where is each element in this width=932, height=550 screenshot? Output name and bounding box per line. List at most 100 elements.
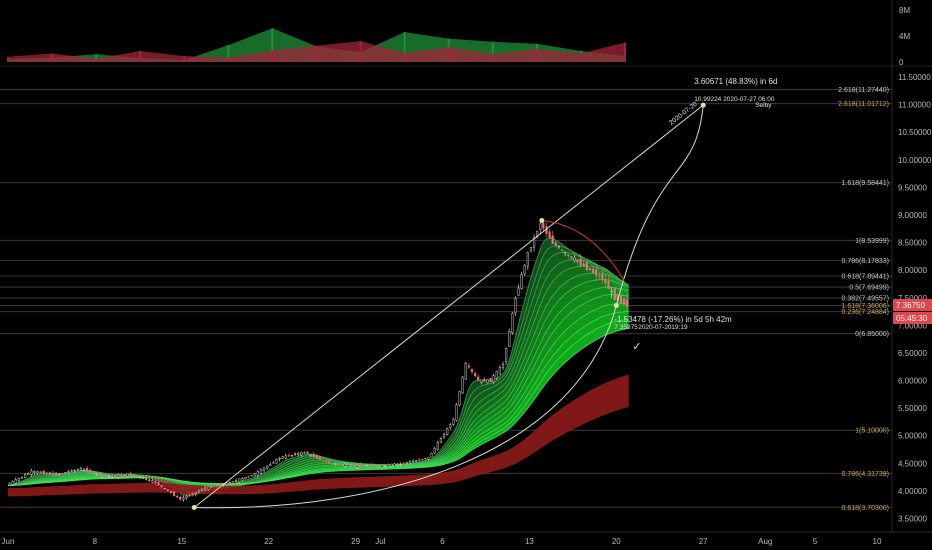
pullback-date-label: 2020-07-20 (638, 324, 672, 331)
candle-body (247, 476, 250, 478)
time-tick-label: 10 (873, 537, 882, 546)
candle-body (585, 262, 588, 270)
candle-body (610, 290, 613, 293)
candle-body (477, 376, 480, 381)
candle-body (442, 434, 446, 438)
pullback-value-label: 7.35975 (614, 324, 638, 331)
volume-bar (183, 56, 186, 62)
volume-bar (535, 49, 538, 62)
point-now (613, 302, 619, 308)
fibonacci-levels (0, 88, 892, 508)
candle-body (411, 460, 415, 463)
candle-body (70, 469, 73, 472)
candle-body (235, 480, 238, 483)
candle-body (293, 453, 297, 456)
candle-body (532, 237, 536, 248)
candle-body (210, 485, 213, 488)
candle-body (20, 476, 24, 479)
candle-body (253, 473, 256, 477)
fib-label: 1.618(9.58441) (842, 180, 889, 187)
candle-body (498, 366, 502, 375)
candle-body (598, 275, 601, 277)
candle-body (110, 476, 114, 478)
candle-body (61, 472, 64, 475)
candle-body (172, 491, 176, 496)
candle-body (113, 474, 117, 477)
curve-date-label: 2020-07-20 (668, 100, 699, 126)
candle-body (123, 474, 126, 476)
candle-body (79, 468, 83, 471)
candle-body (67, 471, 70, 473)
author-label: Selby (755, 102, 772, 109)
candle-body (408, 461, 412, 464)
candle-body (315, 455, 318, 459)
drawings (191, 102, 706, 510)
fib-label: 0.382(7.49557) (842, 295, 889, 302)
candle-body (207, 486, 210, 490)
candle-body (259, 469, 263, 475)
candle-body (23, 474, 27, 478)
candle-body (275, 458, 278, 464)
volume-bar (447, 47, 450, 62)
ribbon-line (7, 311, 629, 486)
candle-body (340, 463, 343, 466)
candle-body (321, 459, 325, 462)
point-high (539, 217, 545, 223)
candle-body (185, 496, 188, 499)
volume-bar (51, 53, 54, 62)
candle-body (145, 477, 148, 480)
candle-body (588, 268, 592, 271)
volume-bar (403, 32, 406, 62)
price-tick-label: 10.50000 (898, 128, 932, 137)
candle-body (148, 479, 151, 482)
time-tick-label: 29 (351, 537, 360, 546)
candle-body (287, 455, 290, 457)
ribbon-band (8, 294, 629, 486)
candle-body (626, 299, 629, 307)
candle-body (179, 496, 182, 500)
candle-body (619, 295, 623, 304)
candle-body (318, 456, 322, 461)
candle-body (607, 281, 610, 290)
candle-body (82, 469, 86, 471)
candle-body (244, 476, 247, 480)
candle-body (380, 464, 384, 468)
candle-body (141, 477, 145, 479)
candle-body (539, 223, 542, 230)
volume-bar (624, 42, 626, 62)
candle-body (104, 476, 107, 478)
price-tick-label: 11.00000 (898, 101, 931, 110)
check-icon: ✓ (632, 341, 641, 353)
price-tick-label: 9.50000 (898, 183, 927, 192)
candle-body (278, 457, 281, 460)
fib-label: 0.786(8.17833) (842, 258, 889, 265)
candle-body (14, 479, 17, 484)
fib-label: 2.618(11.01712) (838, 101, 889, 108)
candle-body (33, 471, 36, 474)
ma-ribbon (7, 237, 629, 497)
candle-body (300, 452, 303, 456)
time-tick-label: 6 (440, 537, 445, 546)
candle-body (542, 222, 545, 229)
candle-body (402, 462, 405, 465)
fib-label: 0.5(7.69499) (849, 284, 889, 291)
candle-body (511, 313, 514, 334)
candle-body (256, 471, 259, 476)
candle-body (430, 453, 433, 458)
candle-body (622, 298, 626, 305)
price-tick-label: 8.50000 (898, 239, 927, 248)
candle-body (418, 459, 421, 461)
candle-body (11, 481, 14, 485)
price-axis: 11.50000 11.00000 10.50000 10.00000 9.50000 9… (898, 73, 932, 524)
candle-body (551, 235, 554, 244)
price-tick-label: 10.00000 (898, 156, 932, 165)
time-tick-label: 8 (93, 537, 98, 546)
candle-body (216, 485, 219, 487)
candle-body (446, 428, 449, 435)
pullback-change-label: -1.53478 (-17.26%) in 5d 5h 42m (614, 315, 732, 324)
price-tick-label: 8.00000 (898, 266, 927, 275)
candle-body (368, 465, 371, 467)
candle-body (17, 478, 20, 481)
price-tick-label: 7.50000 (898, 294, 927, 303)
